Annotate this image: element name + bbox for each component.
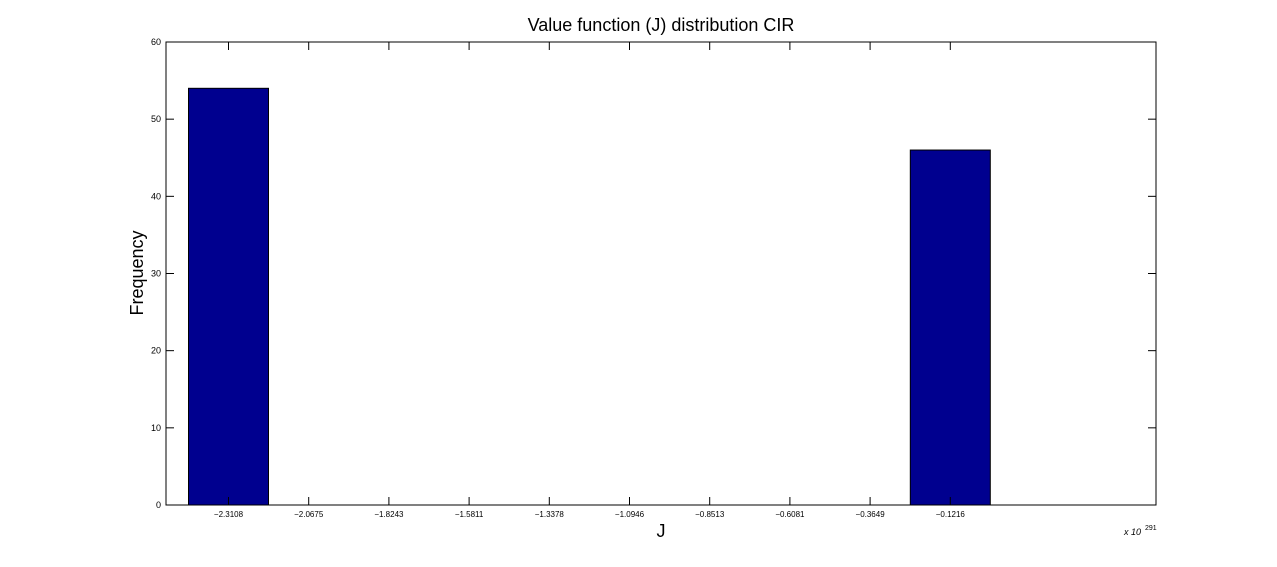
x-tick-label: −0.1216	[936, 510, 966, 519]
x-axis-label: J	[657, 521, 666, 541]
x-axis-ticks: −2.3108 −2.0675 −1.8243 −1.5811 −1.3378 −1.09…	[214, 42, 965, 519]
x-exponent-power: 291	[1145, 525, 1157, 532]
y-tick-label: 30	[151, 269, 161, 279]
x-tick-label: −1.3378	[535, 510, 565, 519]
histogram-bar	[909, 149, 991, 506]
x-tick-label: −0.3649	[856, 510, 886, 519]
y-tick-label: 60	[151, 37, 161, 47]
x-tick-label: −1.0946	[615, 510, 645, 519]
x-exponent-base: x 10	[1123, 527, 1141, 537]
x-tick-label: −1.5811	[455, 510, 484, 519]
x-tick-label: −1.8243	[374, 510, 404, 519]
y-axis-ticks: 0 10 20 30 40 50 60	[151, 37, 1156, 510]
y-tick-label: 10	[151, 423, 161, 433]
x-tick-label: −2.0675	[294, 510, 324, 519]
x-tick-label: −2.3108	[214, 510, 244, 519]
y-tick-label: 20	[151, 346, 161, 356]
plot-area: 0 10 20 30 40 50 60 −2.3108 −2.0675 −1.8243 −1.58…	[151, 37, 1157, 519]
bar-group	[188, 87, 991, 506]
y-tick-label: 50	[151, 114, 161, 124]
y-tick-label: 0	[156, 500, 161, 510]
chart-title: Value function (J) distribution CIR	[528, 15, 795, 35]
x-axis-exponent: x 10 291	[1123, 525, 1157, 537]
y-tick-label: 40	[151, 191, 161, 201]
x-tick-label: −0.6081	[775, 510, 805, 519]
axes-box	[165, 41, 1157, 506]
histogram-bar	[188, 87, 269, 506]
x-tick-label: −0.8513	[695, 510, 725, 519]
y-axis-label: Frequency	[127, 230, 147, 315]
